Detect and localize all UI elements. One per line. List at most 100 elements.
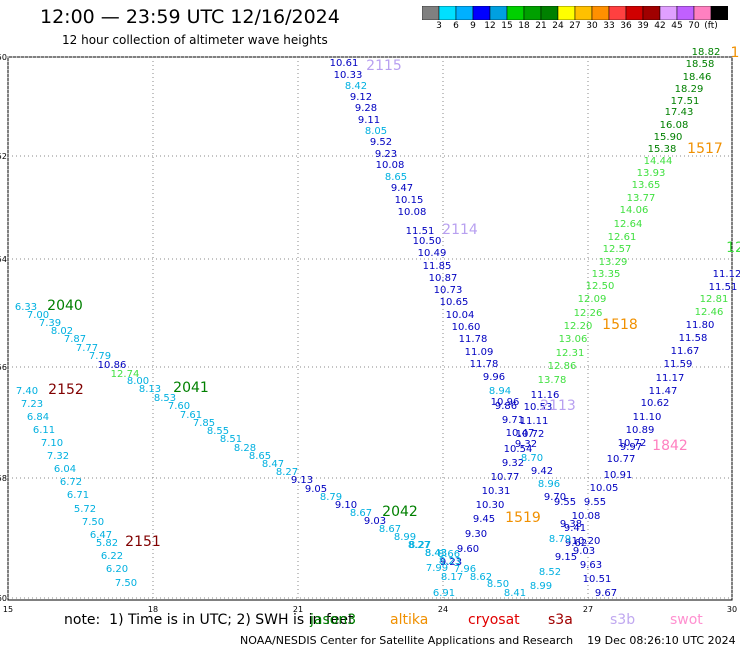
- wave-height-label: 9.13: [291, 475, 313, 486]
- wave-height-label: 10.72: [618, 438, 647, 449]
- wave-height-label: 8.27: [276, 467, 298, 478]
- wave-height-label: 10.60: [452, 322, 481, 333]
- wave-height-label: 8.99: [394, 532, 416, 543]
- colorbar-label: 70: [688, 21, 700, 31]
- wave-height-label: 11.17: [656, 373, 685, 384]
- pass-time-label: 1: [731, 45, 740, 61]
- wave-height-label: 8.17: [441, 572, 463, 583]
- colorbar-label: 12: [484, 21, 496, 31]
- wave-height-label: 9.10: [335, 500, 357, 511]
- colorbar-label: 42: [654, 21, 666, 31]
- track-2042: 8.678.998.278.438.237.96 2042: [379, 504, 476, 575]
- wave-height-label: 17.43: [665, 107, 694, 118]
- wave-height-label: 9.28: [355, 103, 377, 114]
- wave-height-label: 12.57: [603, 244, 632, 255]
- wave-height-label: 6.33: [15, 302, 37, 313]
- wave-height-label: 10.49: [418, 248, 447, 259]
- wave-height-label: 10.33: [334, 70, 363, 81]
- wave-height-label: 8.51: [220, 434, 242, 445]
- wave-height-label: 14.44: [644, 156, 673, 167]
- wave-height-label: 18.29: [675, 84, 704, 95]
- track-1519: 8.628.508.41 7.99 8.66 8.278.43 1519: [408, 510, 541, 599]
- wave-height-label: 9.67: [595, 588, 617, 599]
- satellite-legend-item: cryosat: [468, 612, 520, 628]
- wave-height-label: 6.47: [90, 530, 112, 541]
- wave-height-label: 18.82: [692, 47, 721, 58]
- wave-height-label: 9.60: [457, 544, 479, 555]
- lat-tick-label: -56: [0, 363, 7, 372]
- wave-height-label: 6.20: [106, 564, 128, 575]
- pass-time-label: 1842: [652, 438, 688, 454]
- wave-height-label: 10.61: [330, 58, 359, 69]
- pass-time-label: 2042: [382, 504, 418, 520]
- wave-height-label: 7.50: [115, 578, 137, 589]
- wave-height-label: 9.45: [473, 514, 495, 525]
- colorbar-label: (ft): [704, 21, 718, 31]
- wave-height-label: 15.90: [654, 132, 683, 143]
- wave-height-label: 11.16: [531, 390, 560, 401]
- wave-height-label: 9.03: [364, 516, 386, 527]
- track-2151: 2151: [125, 534, 161, 550]
- wave-height-label: 10.20: [572, 536, 601, 547]
- wave-height-label: 18.46: [683, 72, 712, 83]
- wave-height-label: 7.60: [168, 401, 190, 412]
- wave-height-label: 8.79: [320, 492, 342, 503]
- wave-height-label: 8.28: [234, 443, 256, 454]
- wave-height-label: 13.78: [538, 375, 567, 386]
- wave-height-label: 13.93: [637, 168, 666, 179]
- wave-height-label: 9.15: [555, 552, 577, 563]
- wave-height-label: 12.46: [695, 307, 724, 318]
- wave-height-label: 10.51: [583, 574, 612, 585]
- wave-height-label: 9.41: [564, 523, 586, 534]
- colorbar-label: 27: [569, 21, 581, 31]
- wave-height-label: 12.74: [111, 369, 140, 380]
- wave-height-label: 8.27: [408, 540, 430, 551]
- wave-height-label: 9.86: [495, 401, 517, 412]
- wave-height-label: 8.53: [154, 393, 176, 404]
- wave-height-label: 10.91: [604, 470, 633, 481]
- colorbar-label: 15: [501, 21, 513, 31]
- wave-height-label: 10.54: [504, 444, 533, 455]
- colorbar-label: 9: [470, 21, 476, 31]
- track-1: 1: [731, 45, 740, 61]
- plot-frame: [7, 56, 733, 601]
- wave-height-label: 7.00: [27, 310, 49, 321]
- colorbar-label: 30: [586, 21, 598, 31]
- wave-height-label: 12.26: [574, 308, 603, 319]
- wave-height-label: 9.30: [465, 529, 487, 540]
- colorbar-swatch: [710, 6, 728, 20]
- wave-height-label: 10.08: [572, 511, 601, 522]
- wave-height-label: 8.50: [487, 579, 509, 590]
- wave-height-label: 11.12: [713, 269, 740, 280]
- wave-height-label: 9.23: [440, 557, 462, 568]
- chart-title: 12:00 — 23:59 UTC 12/16/2024: [40, 6, 340, 28]
- wave-height-label: 13.29: [599, 257, 628, 268]
- wave-height-label: 11.59: [664, 359, 693, 370]
- wave-height-label: 7.96: [454, 564, 476, 575]
- wave-height-label: 12.20: [564, 321, 593, 332]
- wave-height-label: 8.02: [51, 326, 73, 337]
- satellite-legend-item: jason3: [310, 612, 357, 628]
- wave-height-label: 7.39: [39, 318, 61, 329]
- wave-height-label: 10.73: [434, 285, 463, 296]
- satellite-legend-item: swot: [670, 612, 703, 628]
- pass-time-label: 2115: [366, 58, 402, 74]
- wave-height-label: 9.63: [580, 560, 602, 571]
- wave-height-label: 7.85: [193, 418, 215, 429]
- colorbar-label: 24: [552, 21, 564, 31]
- wave-height-label: 8.00: [127, 376, 149, 387]
- wave-height-label: 7.50: [82, 517, 104, 528]
- wave-height-label: 10.04: [446, 310, 475, 321]
- chart-subtitle: 12 hour collection of altimeter wave hei…: [62, 33, 328, 47]
- wave-height-label: 8.65: [385, 172, 407, 183]
- wave-height-label: 5.82: [96, 538, 118, 549]
- wave-height-label: 9.97: [620, 442, 642, 453]
- colorbar-label: 33: [603, 21, 615, 31]
- wave-height-label: 10.31: [482, 486, 511, 497]
- wave-height-label: 7.79: [89, 351, 111, 362]
- wave-height-label: 8.55: [207, 426, 229, 437]
- wave-height-label: 10.77: [607, 454, 636, 465]
